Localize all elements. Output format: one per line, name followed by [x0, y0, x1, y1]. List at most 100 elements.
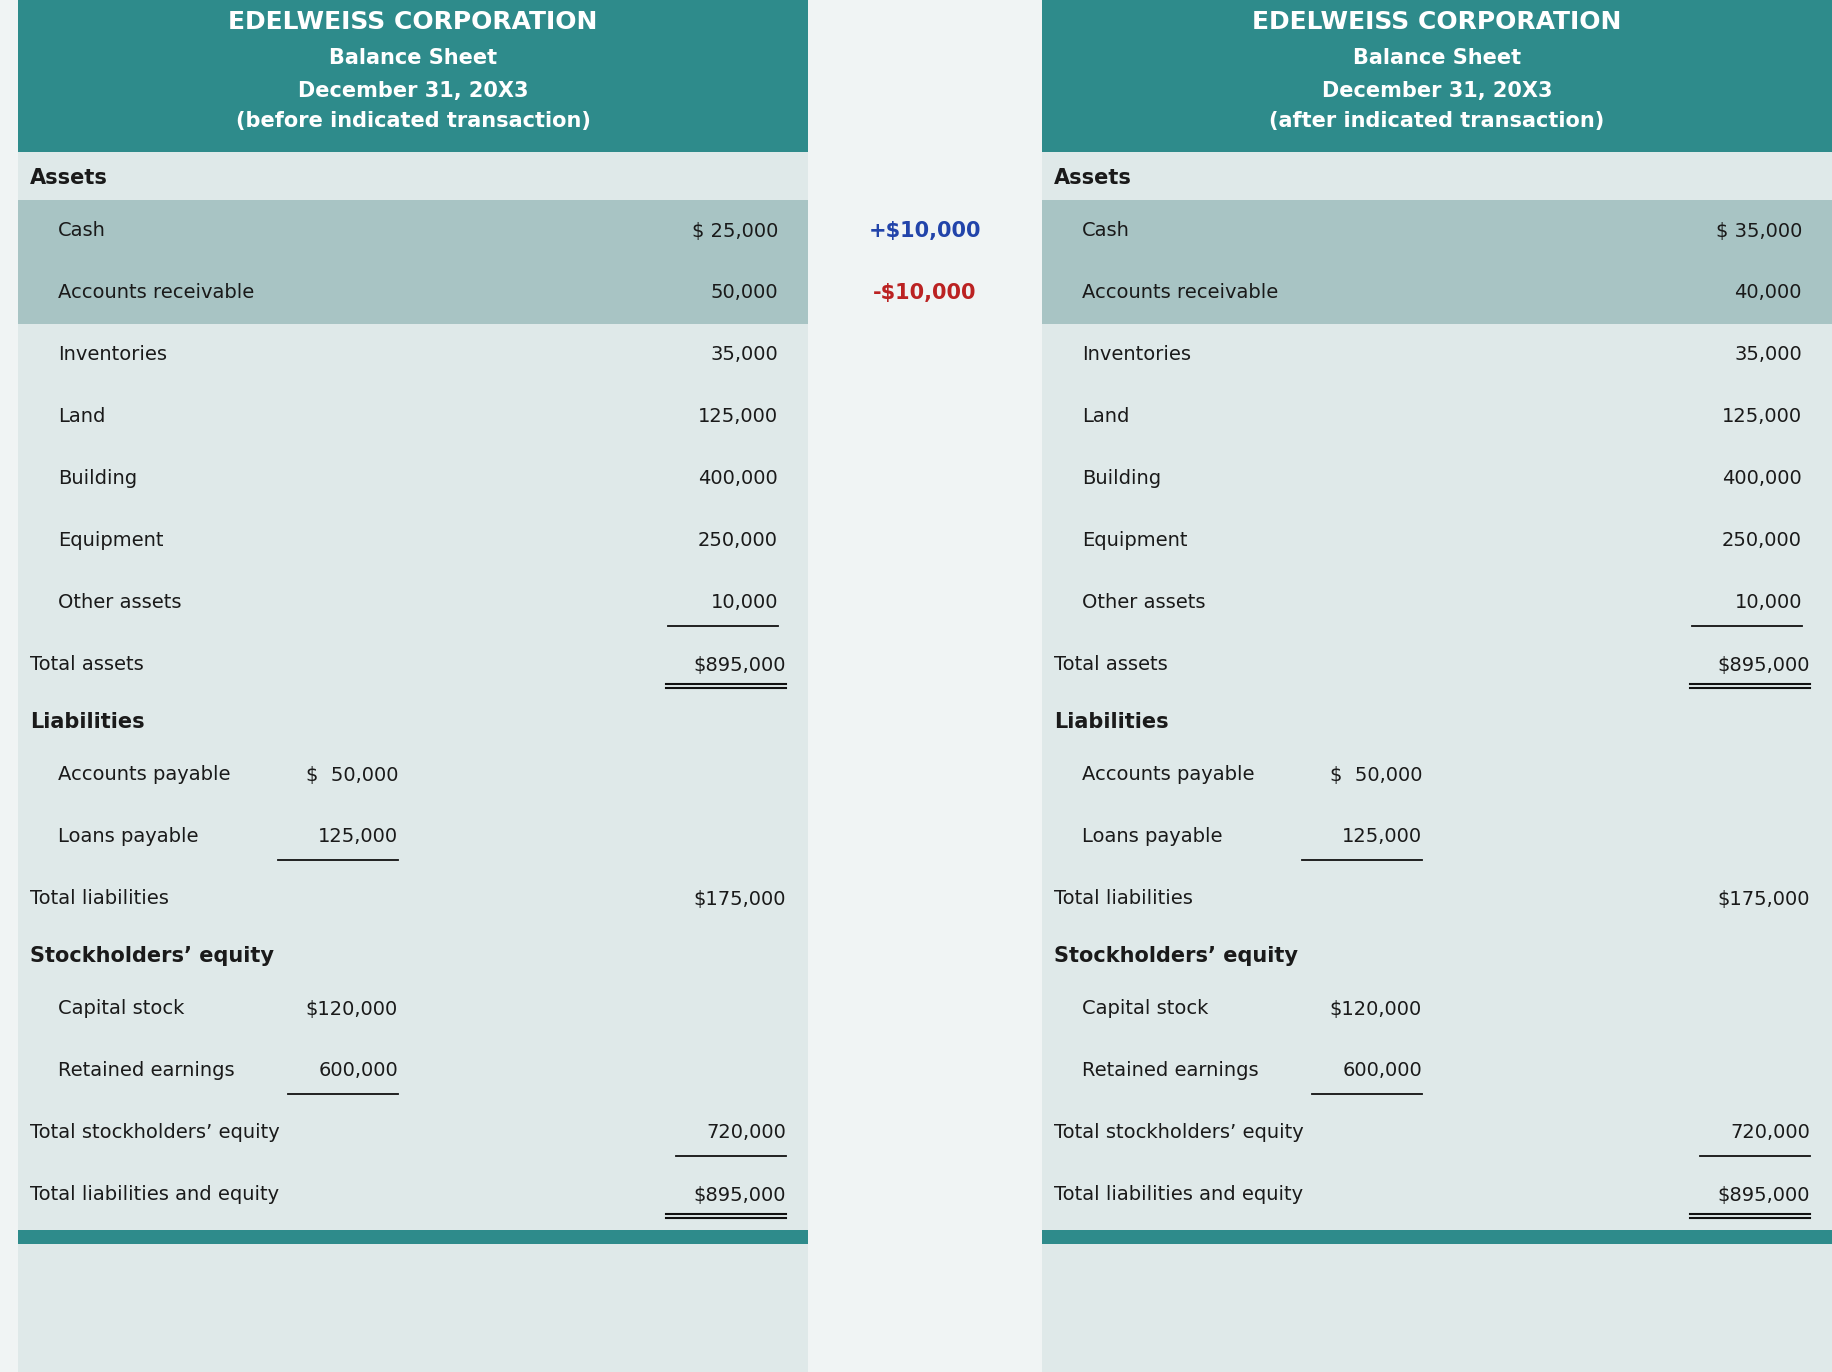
Text: Land: Land [59, 407, 106, 427]
Text: December 31, 20X3: December 31, 20X3 [299, 81, 528, 102]
Text: $ 35,000: $ 35,000 [1715, 221, 1803, 240]
Text: 50,000: 50,000 [711, 284, 779, 302]
Bar [18, 324, 808, 386]
Text: 250,000: 250,000 [1722, 531, 1803, 550]
Text: 10,000: 10,000 [1735, 594, 1803, 612]
Text: $175,000: $175,000 [1718, 889, 1810, 908]
Text: $175,000: $175,000 [694, 889, 786, 908]
Text: $  50,000: $ 50,000 [306, 766, 398, 785]
Bar [1042, 262, 1832, 324]
Bar [18, 0, 808, 152]
Text: Total assets: Total assets [29, 656, 143, 675]
Text: Land: Land [1083, 407, 1129, 427]
Text: Stockholders’ equity: Stockholders’ equity [29, 947, 275, 966]
Text: Accounts payable: Accounts payable [1083, 766, 1255, 785]
Text: Total liabilities and equity: Total liabilities and equity [1053, 1185, 1303, 1205]
Text: December 31, 20X3: December 31, 20X3 [1321, 81, 1552, 102]
Bar [18, 449, 808, 510]
Bar [1042, 572, 1832, 634]
Bar [1042, 805, 1832, 868]
Text: Inventories: Inventories [59, 346, 167, 365]
Bar [1042, 324, 1832, 386]
Bar [1042, 744, 1832, 805]
Text: $895,000: $895,000 [1718, 1185, 1810, 1205]
Text: 600,000: 600,000 [1343, 1062, 1422, 1081]
Bar [1042, 700, 1832, 744]
Bar [1042, 634, 1832, 696]
Text: 600,000: 600,000 [319, 1062, 398, 1081]
Text: 35,000: 35,000 [711, 346, 779, 365]
Bar [1042, 1231, 1832, 1244]
Text: $895,000: $895,000 [1718, 656, 1810, 675]
Bar [1042, 449, 1832, 510]
Text: EDELWEISS CORPORATION: EDELWEISS CORPORATION [1253, 10, 1621, 34]
Bar [1042, 0, 1832, 152]
Bar [18, 386, 808, 449]
Text: (before indicated transaction): (before indicated transaction) [236, 111, 590, 130]
Text: 125,000: 125,000 [319, 827, 398, 847]
Text: Liabilities: Liabilities [1053, 712, 1169, 733]
Text: Cash: Cash [1083, 221, 1130, 240]
Text: Assets: Assets [29, 167, 108, 188]
Text: Stockholders’ equity: Stockholders’ equity [1053, 947, 1299, 966]
Bar [1042, 868, 1832, 930]
Bar [18, 156, 808, 200]
Bar [1042, 200, 1832, 262]
Text: Other assets: Other assets [59, 594, 181, 612]
Bar [18, 1163, 808, 1227]
Bar [1042, 510, 1832, 572]
Bar [18, 805, 808, 868]
Text: EDELWEISS CORPORATION: EDELWEISS CORPORATION [229, 10, 597, 34]
Text: 125,000: 125,000 [1341, 827, 1422, 847]
Text: -$10,000: -$10,000 [874, 283, 976, 303]
Bar [18, 1102, 808, 1163]
Text: Liabilities: Liabilities [29, 712, 145, 733]
Text: Capital stock: Capital stock [1083, 999, 1209, 1018]
Text: $ 25,000: $ 25,000 [692, 221, 779, 240]
Bar [1042, 1040, 1832, 1102]
Text: Total stockholders’ equity: Total stockholders’ equity [29, 1124, 280, 1143]
Text: 400,000: 400,000 [698, 469, 779, 488]
Text: (after indicated transaction): (after indicated transaction) [1270, 111, 1605, 130]
Text: Total liabilities: Total liabilities [29, 889, 169, 908]
Bar [18, 572, 808, 634]
Text: +$10,000: +$10,000 [868, 221, 982, 241]
Bar [1042, 156, 1832, 200]
Text: Total liabilities and equity: Total liabilities and equity [29, 1185, 278, 1205]
Text: 400,000: 400,000 [1722, 469, 1803, 488]
Text: $120,000: $120,000 [306, 999, 398, 1018]
Text: Capital stock: Capital stock [59, 999, 185, 1018]
Text: Other assets: Other assets [1083, 594, 1205, 612]
Text: 40,000: 40,000 [1735, 284, 1803, 302]
Text: Equipment: Equipment [59, 531, 163, 550]
Bar [1042, 1163, 1832, 1227]
Bar [1042, 0, 1832, 1372]
Text: Total assets: Total assets [1053, 656, 1167, 675]
Text: $120,000: $120,000 [1330, 999, 1422, 1018]
Text: Loans payable: Loans payable [1083, 827, 1222, 847]
Bar [1042, 934, 1832, 978]
Text: Assets: Assets [1053, 167, 1132, 188]
Text: Inventories: Inventories [1083, 346, 1191, 365]
Text: Building: Building [59, 469, 137, 488]
Bar [1042, 386, 1832, 449]
Text: $895,000: $895,000 [694, 1185, 786, 1205]
Bar [18, 868, 808, 930]
Text: 720,000: 720,000 [705, 1124, 786, 1143]
Text: Retained earnings: Retained earnings [59, 1062, 234, 1081]
Text: 35,000: 35,000 [1735, 346, 1803, 365]
Text: 10,000: 10,000 [711, 594, 779, 612]
Text: 125,000: 125,000 [1722, 407, 1803, 427]
Text: Accounts receivable: Accounts receivable [59, 284, 255, 302]
Text: Equipment: Equipment [1083, 531, 1187, 550]
Text: Balance Sheet: Balance Sheet [330, 48, 496, 69]
Bar [18, 1040, 808, 1102]
Text: Retained earnings: Retained earnings [1083, 1062, 1259, 1081]
Bar [18, 934, 808, 978]
Bar [18, 262, 808, 324]
Text: Total liabilities: Total liabilities [1053, 889, 1193, 908]
Bar [1042, 978, 1832, 1040]
Text: 720,000: 720,000 [1729, 1124, 1810, 1143]
Text: Accounts receivable: Accounts receivable [1083, 284, 1279, 302]
Bar [18, 1231, 808, 1244]
